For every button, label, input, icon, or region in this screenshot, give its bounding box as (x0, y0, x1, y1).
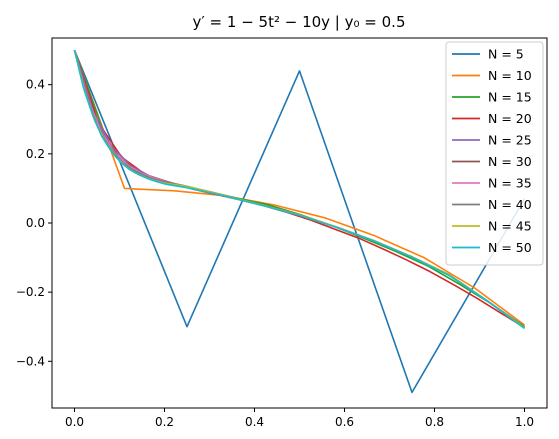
legend-entry: N = 45 (488, 219, 532, 234)
x-tick-label: 0.2 (155, 415, 174, 429)
legend-entry: N = 25 (488, 133, 532, 148)
legend-entry: N = 30 (488, 154, 532, 169)
legend-entry: N = 50 (488, 240, 532, 255)
legend: N = 5 N = 10 N = 15 N = 20 N = 25 N = 30 N = 3… (445, 41, 544, 266)
chart-title: y′ = 1 − 5t² − 10y | y₀ = 0.5 (193, 13, 406, 31)
legend-entry: N = 40 (488, 197, 532, 212)
y-tick-label: −0.2 (16, 285, 45, 299)
legend-entry: N = 5 (488, 47, 524, 62)
series-line-10 (73, 49, 525, 330)
y-tick-label: −0.4 (16, 354, 45, 368)
legend-entry: N = 10 (488, 68, 532, 83)
y-axis: −0.4 −0.2 0.0 0.2 0.4 (16, 78, 52, 368)
y-tick-label: 0.0 (26, 216, 45, 230)
x-tick-label: 0.8 (425, 415, 444, 429)
x-tick-label: 1.0 (515, 415, 534, 429)
y-tick-label: 0.2 (26, 147, 45, 161)
legend-entry: N = 20 (488, 111, 532, 126)
y-tick-label: 0.4 (26, 78, 45, 92)
plot-lines (73, 49, 526, 394)
x-tick-label: 0.0 (65, 415, 84, 429)
legend-entry: N = 15 (488, 90, 532, 105)
legend-entry: N = 35 (488, 176, 532, 191)
series-line-2 (73, 49, 525, 326)
x-tick-label: 0.6 (335, 415, 354, 429)
x-tick-label: 0.4 (245, 415, 264, 429)
series-line-1 (73, 49, 526, 394)
x-axis: 0.0 0.2 0.4 0.6 0.8 1.0 (65, 408, 534, 429)
